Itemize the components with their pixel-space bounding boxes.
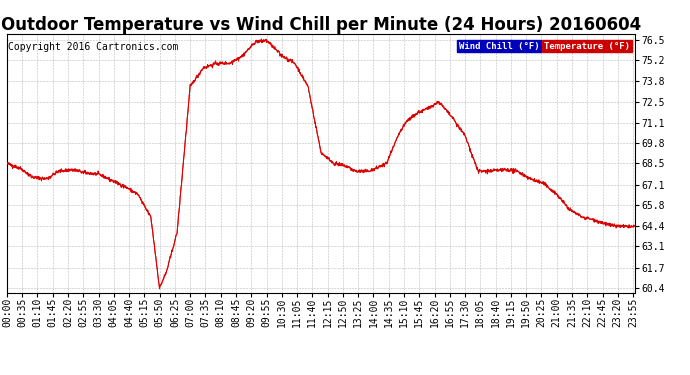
Text: Copyright 2016 Cartronics.com: Copyright 2016 Cartronics.com [8, 42, 179, 51]
Text: Temperature (°F): Temperature (°F) [544, 42, 630, 51]
Title: Outdoor Temperature vs Wind Chill per Minute (24 Hours) 20160604: Outdoor Temperature vs Wind Chill per Mi… [1, 16, 641, 34]
Text: Wind Chill (°F): Wind Chill (°F) [459, 42, 540, 51]
